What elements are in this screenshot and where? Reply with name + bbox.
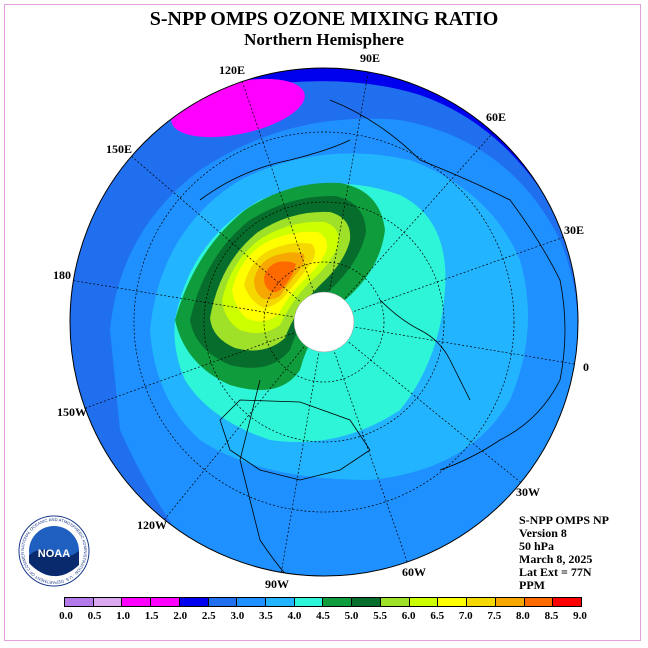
- map-title: S-NPP OMPS OZONE MIXING RATIO: [149, 8, 499, 30]
- info-date: March 8, 2025: [519, 552, 593, 566]
- colorbar-swatch: [467, 598, 496, 606]
- colorbar-swatch: [179, 598, 209, 606]
- lon-label-0: 0: [583, 360, 589, 374]
- colorbar: [64, 597, 582, 607]
- colorbar-tick-label: 0.0: [59, 610, 73, 622]
- lon-label-60e: 60E: [486, 110, 507, 124]
- colorbar-swatch: [151, 598, 180, 606]
- lon-label-60w: 60W: [402, 565, 426, 579]
- colorbar-tick-label: 2.5: [201, 610, 216, 622]
- product-info: S-NPP OMPS NP Version 8 50 hPa March 8, …: [519, 514, 609, 592]
- lon-label-120e: 120E: [219, 63, 246, 77]
- lon-label-90w: 90W: [265, 577, 289, 591]
- colorbar-tick-label: 6.0: [401, 610, 416, 622]
- colorbar-tick-label: 7.0: [458, 610, 473, 622]
- info-units: PPM: [519, 578, 545, 592]
- colorbar-swatch: [208, 598, 238, 606]
- colorbar-swatch: [122, 598, 152, 606]
- colorbar-swatch: [495, 598, 525, 606]
- colorbar-tick-label: 7.5: [487, 610, 502, 622]
- colorbar-tick-label: 1.5: [144, 610, 159, 622]
- colorbar-swatch: [323, 598, 353, 606]
- map-boundary: [69, 67, 579, 577]
- colorbar-swatch: [237, 598, 267, 606]
- ozone-band-8.0: [264, 261, 296, 293]
- colorbar-swatch: [93, 598, 123, 606]
- colorbar-tick-label: 3.5: [259, 610, 273, 622]
- noaa-logo-text: NOAA: [38, 548, 70, 560]
- colorbar-swatch: [438, 598, 468, 606]
- polar-data-gap: [293, 291, 355, 353]
- colorbar-tick-label: 1.0: [116, 610, 130, 622]
- colorbar-swatch: [524, 598, 554, 606]
- lon-label-120w: 120W: [137, 518, 167, 532]
- colorbar-swatch: [409, 598, 439, 606]
- coastlines: [199, 99, 566, 576]
- colorbar-tick-label: 8.0: [516, 610, 530, 622]
- info-level: 50 hPa: [519, 539, 555, 553]
- colorbar-tick-label: 4.5: [316, 610, 330, 622]
- colorbar-tick-label: 0.5: [87, 610, 102, 622]
- colorbar-swatch: [266, 598, 295, 606]
- lon-label-150e: 150E: [106, 142, 133, 156]
- lon-label-180: 180: [53, 268, 71, 282]
- map-subtitle: Northern Hemisphere: [244, 30, 404, 49]
- colorbar-tick-label: 4.0: [287, 610, 302, 622]
- lon-label-150w: 150W: [57, 405, 87, 419]
- colorbar-tick-label: 5.0: [344, 610, 359, 622]
- noaa-logo: NOAA NATIONAL OCEANIC AND ATMOSPHERIC AD…: [18, 515, 90, 587]
- colorbar-tick-label: 3.0: [230, 610, 245, 622]
- colorbar-tick-label: 2.0: [173, 610, 188, 622]
- figure-frame: [4, 4, 641, 641]
- info-version: Version 8: [519, 526, 567, 540]
- colorbar-tick-label: 5.5: [373, 610, 387, 622]
- colorbar-ticks: 0.0 0.5 1.0 1.5 2.0 2.5 3.0 3.5 4.0 4.5 5.0 5.5 6.0 6…: [0, 610, 648, 624]
- colorbar-swatch: [65, 598, 94, 606]
- colorbar-swatch: [294, 598, 324, 606]
- colorbar-swatch: [352, 598, 381, 606]
- colorbar-swatch: [553, 598, 581, 606]
- graticule: [70, 68, 578, 576]
- colorbar-tick-label: 6.5: [430, 610, 445, 622]
- colorbar-tick-label: 9.0: [573, 610, 587, 622]
- colorbar-swatch: [380, 598, 410, 606]
- lon-label-30w: 30W: [516, 485, 540, 499]
- lon-label-30e: 30E: [564, 223, 585, 237]
- colorbar-tick-label: 8.5: [544, 610, 559, 622]
- info-instrument: S-NPP OMPS NP: [519, 513, 609, 527]
- lon-label-90e: 90E: [360, 51, 381, 65]
- info-lat-ext: Lat Ext = 77N: [519, 565, 592, 579]
